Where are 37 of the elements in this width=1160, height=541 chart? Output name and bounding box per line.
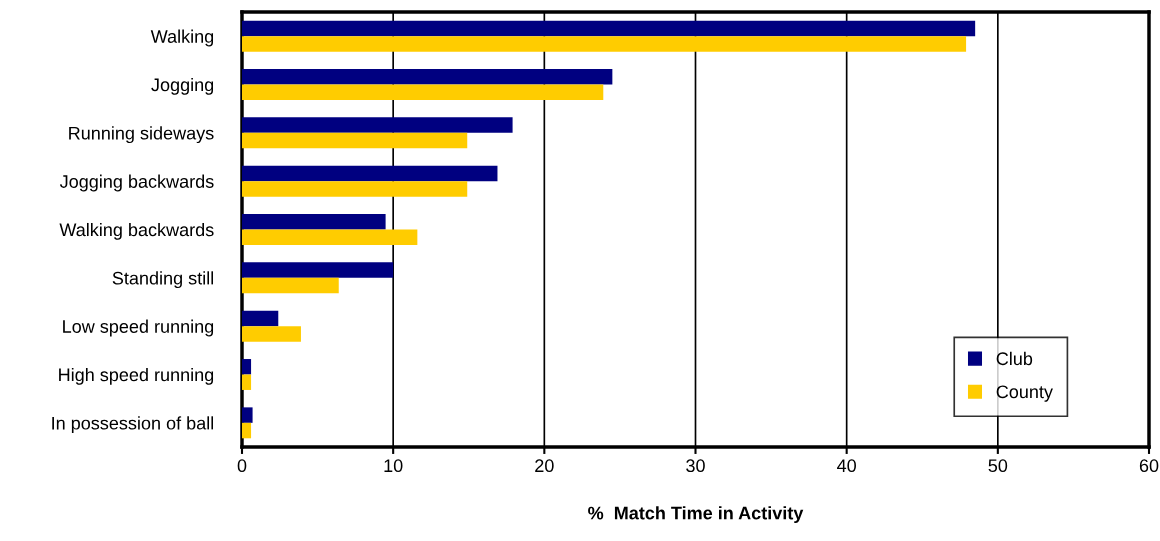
x-tick-label: 60 [1139,459,1159,473]
bar [242,69,613,85]
y-tick-label: Walking [150,29,214,47]
bar [242,132,468,149]
x-tick-label: 10 [384,459,403,473]
bar [242,214,386,230]
y-tick-label: Low speed running [63,319,214,337]
bar [242,374,252,390]
y-tick-label: Running sideways [69,126,214,144]
y-tick-label: Standing still [112,271,214,289]
x-tick-label: 0 [237,459,247,473]
y-tick-label: Jogging backwards [59,174,214,192]
x-axis-title: % Match Time in Activity [588,506,804,524]
bar [242,422,252,439]
bar [242,407,253,423]
bar [242,310,279,327]
y-tick-label: Jogging [151,77,214,95]
x-tick-label: 50 [988,459,1008,473]
legend-label: Club [996,351,1033,366]
y-tick-label: Walking backwards [59,222,214,240]
bar [242,84,604,100]
x-tick-label: 30 [686,459,705,473]
bar [242,20,976,37]
bar [242,165,498,182]
bar [242,181,468,197]
bar [242,36,967,52]
y-tick-label: High speed running [59,367,214,385]
x-tick-label: 40 [837,459,856,473]
bar [242,117,513,133]
bar [242,262,394,278]
legend-label: County [996,385,1053,402]
bar [242,277,339,294]
bar [242,359,252,375]
y-tick-label: In possession of ball [52,416,214,434]
bar [242,229,418,245]
x-tick-label: 20 [535,459,554,473]
bar [242,326,301,342]
